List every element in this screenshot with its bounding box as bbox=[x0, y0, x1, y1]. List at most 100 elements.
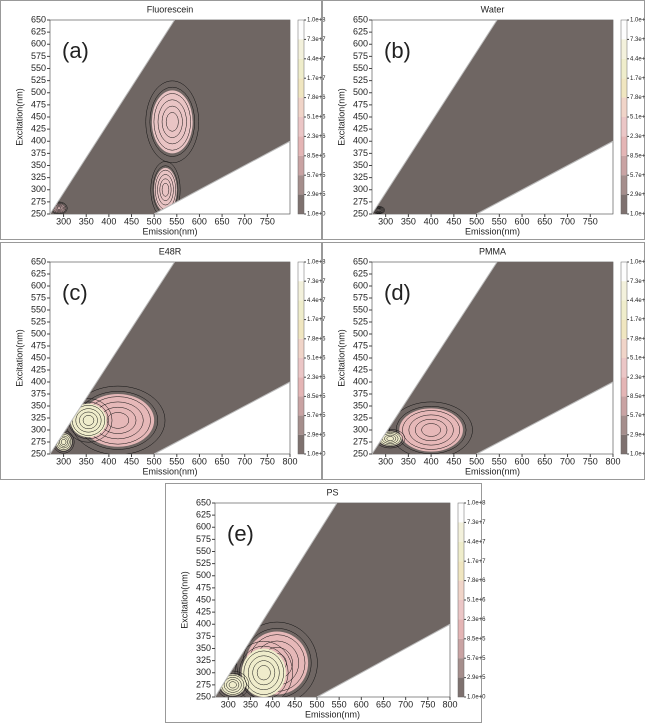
x-axis-label: Emission(nm) bbox=[142, 466, 197, 476]
x-tick-label: 500 bbox=[147, 456, 162, 466]
y-tick-label: 350 bbox=[196, 643, 211, 653]
colorbar-tick-label: 4.4e+7 bbox=[630, 298, 645, 304]
colorbar-tick-label: 5.7e+5 bbox=[307, 173, 326, 179]
colorbar-segment bbox=[298, 97, 304, 117]
colorbar-segment bbox=[621, 434, 627, 454]
x-axis-label: Emission(nm) bbox=[305, 709, 360, 719]
x-tick-label: 400 bbox=[424, 216, 439, 226]
contour-line bbox=[414, 418, 448, 442]
contour-line bbox=[243, 650, 284, 695]
colorbar-segment bbox=[298, 358, 304, 378]
contour-line bbox=[165, 112, 179, 132]
colorbar-tick-label: 5.1e+6 bbox=[307, 115, 326, 121]
colorbar-segment bbox=[298, 78, 304, 98]
colorbar-tick-label: 7.3e+7 bbox=[630, 37, 645, 43]
colorbar-segment bbox=[298, 117, 304, 137]
contour-line bbox=[386, 436, 394, 442]
y-tick-label: 575 bbox=[31, 51, 46, 61]
x-tick-label: 650 bbox=[537, 456, 552, 466]
y-tick-label: 350 bbox=[353, 400, 368, 410]
y-tick-label: 525 bbox=[353, 75, 368, 85]
y-tick-label: 300 bbox=[353, 424, 368, 434]
chart-title: E48R bbox=[159, 246, 182, 256]
y-tick-label: 250 bbox=[353, 448, 368, 458]
colorbar-segment bbox=[621, 396, 627, 416]
colorbar-tick-label: 8.5e+5 bbox=[630, 394, 645, 400]
colorbar-tick-label: 5.7e+5 bbox=[467, 656, 486, 662]
contour-line bbox=[376, 208, 382, 212]
x-tick-label: 400 bbox=[424, 456, 439, 466]
panel-label: (b) bbox=[384, 38, 411, 63]
colorbar-segment bbox=[458, 522, 464, 542]
colorbar-tick-label: 4.4e+7 bbox=[630, 56, 645, 62]
y-tick-label: 600 bbox=[31, 280, 46, 290]
colorbar-tick-label: 1.7e+7 bbox=[467, 559, 486, 565]
x-tick-label: 650 bbox=[376, 699, 391, 709]
contour-line bbox=[153, 93, 191, 151]
x-tick-label: 500 bbox=[147, 216, 162, 226]
data-region bbox=[50, 262, 290, 454]
contour-line bbox=[79, 411, 98, 430]
panel: PS 250 275 300 325 350 375 400 425 450 475 500 525 55… bbox=[165, 483, 486, 723]
colorbar-segment bbox=[621, 358, 627, 378]
colorbar-segment bbox=[621, 136, 627, 156]
contour-line bbox=[223, 677, 242, 693]
y-tick-label: 575 bbox=[353, 292, 368, 302]
colorbar-segment bbox=[458, 541, 464, 562]
scatter-boundary bbox=[476, 381, 614, 455]
scatter-boundary bbox=[153, 140, 291, 215]
contour-line bbox=[248, 655, 280, 690]
contour-line bbox=[242, 628, 312, 697]
y-tick-label: 625 bbox=[31, 268, 46, 278]
y-tick-label: 500 bbox=[196, 570, 211, 580]
y-tick-label: 625 bbox=[353, 268, 368, 278]
contour-line bbox=[157, 99, 187, 145]
scatter-boundary bbox=[153, 381, 291, 455]
x-tick-label: 650 bbox=[537, 216, 552, 226]
colorbar-tick-label: 2.3e+6 bbox=[467, 617, 486, 623]
colorbar-segment bbox=[621, 377, 627, 397]
colorbar-segment bbox=[298, 396, 304, 416]
colorbar-tick-label: 7.8e+6 bbox=[630, 336, 645, 342]
y-tick-label: 375 bbox=[353, 148, 368, 158]
panel-border bbox=[165, 483, 482, 723]
colorbar-tick-label: 7.3e+7 bbox=[307, 37, 326, 43]
y-tick-label: 450 bbox=[196, 594, 211, 604]
y-tick-label: 575 bbox=[31, 292, 46, 302]
y-tick-label: 550 bbox=[353, 63, 368, 73]
x-tick-label: 750 bbox=[583, 456, 598, 466]
panel-label: (d) bbox=[384, 280, 411, 305]
colorbar-segment bbox=[621, 97, 627, 117]
colorbar-segment bbox=[298, 39, 304, 59]
x-tick-label: 450 bbox=[446, 456, 461, 466]
y-tick-label: 275 bbox=[31, 196, 46, 206]
contour-line bbox=[60, 439, 67, 445]
x-tick-label: 350 bbox=[79, 456, 94, 466]
contour-line bbox=[55, 205, 63, 211]
y-tick-label: 275 bbox=[31, 436, 46, 446]
panel-border bbox=[0, 0, 322, 240]
y-tick-label: 325 bbox=[353, 172, 368, 182]
x-axis-label: Emission(nm) bbox=[465, 226, 520, 236]
y-tick-label: 575 bbox=[353, 51, 368, 61]
colorbar-segment bbox=[298, 262, 304, 282]
y-tick-label: 450 bbox=[353, 111, 368, 121]
contour-line bbox=[226, 679, 240, 691]
colorbar-segment bbox=[621, 415, 627, 435]
x-tick-label: 750 bbox=[260, 216, 275, 226]
x-tick-label: 400 bbox=[265, 699, 280, 709]
background-field bbox=[372, 20, 613, 214]
x-tick-label: 700 bbox=[560, 216, 575, 226]
contour-line bbox=[384, 434, 397, 443]
x-tick-label: 750 bbox=[260, 456, 275, 466]
y-tick-label: 500 bbox=[353, 87, 368, 97]
colorbar-tick-label: 1.0e+8 bbox=[630, 260, 645, 266]
contour-line bbox=[256, 665, 271, 681]
contour-line bbox=[54, 204, 64, 212]
colorbar-segment bbox=[298, 434, 304, 454]
y-tick-label: 600 bbox=[353, 39, 368, 49]
colorbar-segment bbox=[298, 338, 304, 358]
y-tick-label: 625 bbox=[353, 27, 368, 37]
